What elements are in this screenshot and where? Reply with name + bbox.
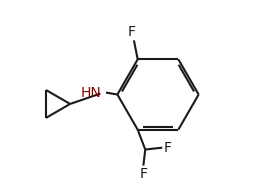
Text: F: F	[128, 26, 136, 40]
Text: HN: HN	[81, 86, 101, 100]
Text: F: F	[139, 167, 147, 181]
Text: F: F	[163, 141, 171, 155]
